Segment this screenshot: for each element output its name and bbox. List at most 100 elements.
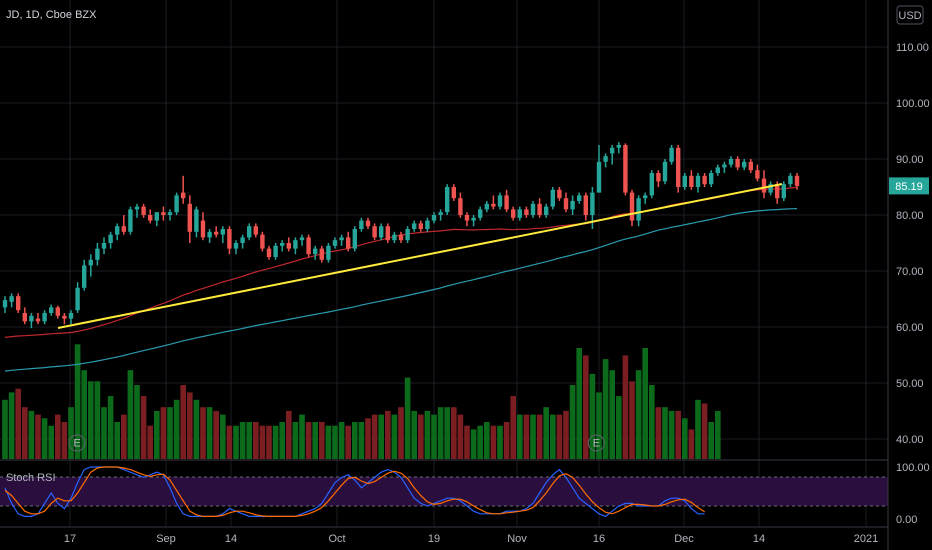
candle: [174, 192, 179, 215]
candle: [458, 192, 463, 218]
stoch-d-line: [4, 466, 705, 518]
earnings-marker-label: E: [593, 438, 600, 450]
candle: [55, 305, 60, 319]
candle: [22, 307, 27, 325]
candle: [141, 203, 146, 218]
candle: [68, 310, 74, 325]
candle: [557, 187, 562, 201]
volume-bar: [576, 348, 582, 459]
last-price-badge: 85.19: [889, 177, 929, 195]
candle: [511, 206, 516, 221]
volume-bar: [233, 425, 239, 459]
volume-bar: [609, 370, 615, 459]
volume-bar: [88, 381, 94, 459]
volume-bar: [41, 418, 48, 459]
volume-bar: [220, 414, 226, 459]
volume-bar: [319, 422, 325, 459]
candle: [715, 164, 720, 176]
volume-bar: [490, 425, 497, 459]
currency-button[interactable]: USD: [896, 5, 924, 25]
last-price: 85.19: [895, 181, 923, 193]
volume-bar: [662, 407, 668, 459]
candle: [755, 164, 760, 182]
candle: [75, 282, 80, 313]
volume-bar: [444, 407, 450, 459]
candle: [134, 203, 140, 218]
volume-bar: [358, 422, 365, 459]
volume-bar: [239, 422, 246, 459]
candle: [286, 237, 291, 252]
stoch-tick-label: 0.00: [896, 514, 917, 526]
volume-bar: [173, 399, 180, 459]
time-tick-label: Oct: [328, 533, 345, 545]
earnings-marker[interactable]: E: [68, 434, 86, 452]
candles: [2, 142, 800, 329]
candle: [326, 243, 331, 263]
candle: [200, 212, 206, 241]
chart-title: JD, 1D, Cboe BZX: [6, 9, 97, 21]
candle: [49, 304, 54, 316]
candle: [115, 223, 120, 241]
volume-bar: [246, 422, 252, 459]
volume-bar: [583, 355, 589, 459]
stoch-axis[interactable]: 100.00 0.00: [896, 462, 930, 526]
candle: [319, 245, 324, 263]
candle: [702, 173, 707, 187]
candle: [392, 231, 397, 243]
candle: [299, 234, 305, 246]
candle: [695, 173, 701, 193]
volume-bar: [312, 422, 318, 459]
trendline[interactable]: [57, 183, 783, 329]
candle: [709, 170, 714, 187]
volume-bar: [279, 422, 285, 459]
volume-bar: [259, 425, 266, 459]
volume-bar: [35, 414, 41, 459]
candle: [280, 240, 285, 252]
volume-bar: [569, 385, 576, 459]
candle: [240, 234, 245, 249]
volume-bar: [616, 396, 622, 459]
volume-bar: [470, 429, 477, 459]
candle: [722, 161, 727, 173]
volume-bar: [378, 414, 384, 459]
candle: [484, 201, 489, 213]
volume-bar: [325, 425, 332, 459]
time-tick-label: 14: [225, 533, 237, 545]
candle: [643, 192, 648, 204]
volume-bar: [200, 407, 206, 459]
candle: [161, 206, 166, 221]
volume-bar: [114, 422, 120, 459]
candle: [478, 206, 483, 221]
volume-bar: [253, 422, 259, 459]
candle: [194, 206, 199, 238]
volume-bar: [140, 396, 147, 459]
candle: [154, 212, 159, 227]
candle: [689, 170, 694, 190]
candle: [517, 206, 522, 221]
volume-bar: [160, 407, 167, 459]
candle: [676, 145, 681, 193]
price-axis[interactable]: 110.00 100.00 90.00 80.00 70.00 60.00 50.00 40.…: [896, 42, 930, 446]
candle: [412, 220, 417, 232]
candle: [167, 209, 173, 221]
time-tick-label: 16: [593, 533, 605, 545]
volume-bar: [74, 344, 81, 459]
candle: [794, 173, 800, 190]
candle: [365, 217, 371, 229]
candle: [385, 223, 390, 243]
volume-bar: [688, 429, 695, 459]
volume-bar: [187, 392, 193, 459]
candle: [29, 313, 34, 329]
candle: [220, 226, 225, 243]
candle: [233, 240, 239, 255]
candle: [728, 156, 734, 168]
candle: [62, 313, 67, 325]
candle: [359, 217, 364, 232]
earnings-marker[interactable]: E: [587, 434, 605, 452]
volume-bar: [193, 399, 200, 459]
price-tick-label: 50.00: [896, 378, 924, 390]
candle: [491, 195, 496, 210]
time-axis[interactable]: 17 Sep 14 Oct 19 Nov 16 Dec 14 2021: [64, 533, 878, 545]
volume-bar: [338, 422, 345, 459]
